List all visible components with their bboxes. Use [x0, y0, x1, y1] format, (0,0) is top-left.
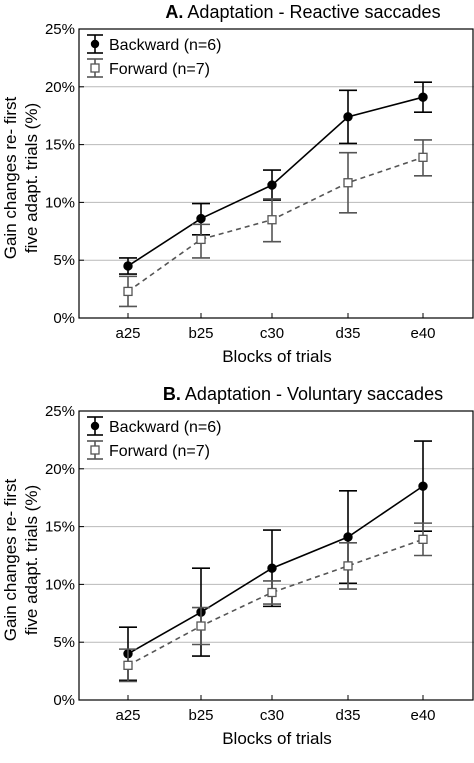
x-tick-label: c30 — [260, 325, 284, 342]
data-point-1 — [123, 286, 133, 297]
panel-b-chart: 0% 5% 10% 15% 20% 25% a25 b25 c30 d35 e40 B. Adapta… — [0, 382, 474, 763]
data-point-0 — [196, 213, 206, 224]
chart-title: A. Adaptation - Reactive saccades — [165, 2, 440, 22]
x-tick-label: e40 — [410, 707, 435, 724]
legend-marker-0 — [90, 421, 100, 431]
y-axis-label: five adapt. trials (%) — [22, 103, 41, 253]
y-tick-label: 15% — [45, 137, 75, 154]
x-axis-label: Blocks of trials — [222, 347, 332, 366]
y-tick-label: 15% — [45, 519, 75, 536]
data-point-1 — [123, 660, 133, 670]
data-point-1 — [196, 234, 206, 245]
y-axis-label: Gain changes re- first — [1, 96, 20, 259]
x-tick-label: d35 — [335, 325, 360, 342]
y-tick-label: 5% — [53, 634, 75, 651]
chart-title-text: Adaptation - Reactive saccades — [187, 2, 440, 22]
data-point-1 — [196, 621, 206, 631]
data-point-0 — [267, 180, 277, 190]
series-line-0 — [127, 96, 424, 267]
y-tick-label: 20% — [45, 461, 75, 478]
y-tick-label: 20% — [45, 79, 75, 96]
data-point-0 — [123, 261, 133, 271]
legend-marker-1 — [90, 63, 100, 73]
data-point-0 — [267, 563, 277, 573]
plot-frame — [78, 28, 474, 319]
data-point-1 — [343, 561, 353, 571]
x-tick-label: c30 — [260, 707, 284, 724]
x-tick-label: a25 — [115, 325, 140, 342]
x-axis-label: Blocks of trials — [222, 729, 332, 748]
y-tick-label: 10% — [45, 576, 75, 593]
y-axis-label: Gain changes re- first — [1, 478, 20, 641]
y-tick-label: 0% — [53, 310, 75, 327]
legend-label-1: Forward (n=7) — [109, 61, 210, 78]
series-line-1 — [127, 538, 424, 667]
data-point-0 — [343, 112, 353, 122]
y-tick-label: 10% — [45, 194, 75, 211]
data-point-0 — [418, 481, 428, 491]
x-tick-label: b25 — [188, 707, 213, 724]
data-point-1 — [418, 534, 428, 544]
chart-title-letter: B. — [163, 384, 181, 404]
data-point-1 — [418, 152, 428, 162]
x-tick-label: d35 — [335, 707, 360, 724]
legend-label-1: Forward (n=7) — [109, 443, 210, 460]
legend-marker-0 — [90, 39, 100, 49]
y-axis-label: five adapt. trials (%) — [22, 485, 41, 635]
data-point-1 — [267, 587, 277, 598]
data-point-0 — [418, 92, 428, 102]
legend-label-0: Backward (n=6) — [109, 419, 222, 436]
y-tick-label: 0% — [53, 692, 75, 709]
chart-title-text: Adaptation - Voluntary saccades — [185, 384, 443, 404]
x-tick-label: b25 — [188, 325, 213, 342]
y-tick-label: 25% — [45, 21, 75, 38]
x-tick-label: e40 — [410, 325, 435, 342]
chart-title-letter: A. — [165, 2, 183, 22]
legend-label-0: Backward (n=6) — [109, 37, 222, 54]
data-point-1 — [267, 215, 277, 225]
chart-title: B. Adaptation - Voluntary saccades — [163, 384, 443, 404]
chart-svg-1: 0% 5% 10% 15% 20% 25% a25 b25 c30 d35 e40 B. Adapta… — [1, 384, 474, 748]
chart-svg-0: 0% 5% 10% 15% 20% 25% a25 b25 c30 d35 e40 A. Adapta… — [1, 2, 474, 366]
legend-marker-1 — [90, 445, 100, 455]
plot-frame — [78, 410, 474, 701]
data-point-1 — [343, 178, 353, 188]
panel-a-chart: 0% 5% 10% 15% 20% 25% a25 b25 c30 d35 e40 A. Adapta… — [0, 0, 474, 381]
y-tick-label: 25% — [45, 403, 75, 420]
data-point-0 — [343, 532, 353, 542]
y-tick-label: 5% — [53, 252, 75, 269]
x-tick-label: a25 — [115, 707, 140, 724]
